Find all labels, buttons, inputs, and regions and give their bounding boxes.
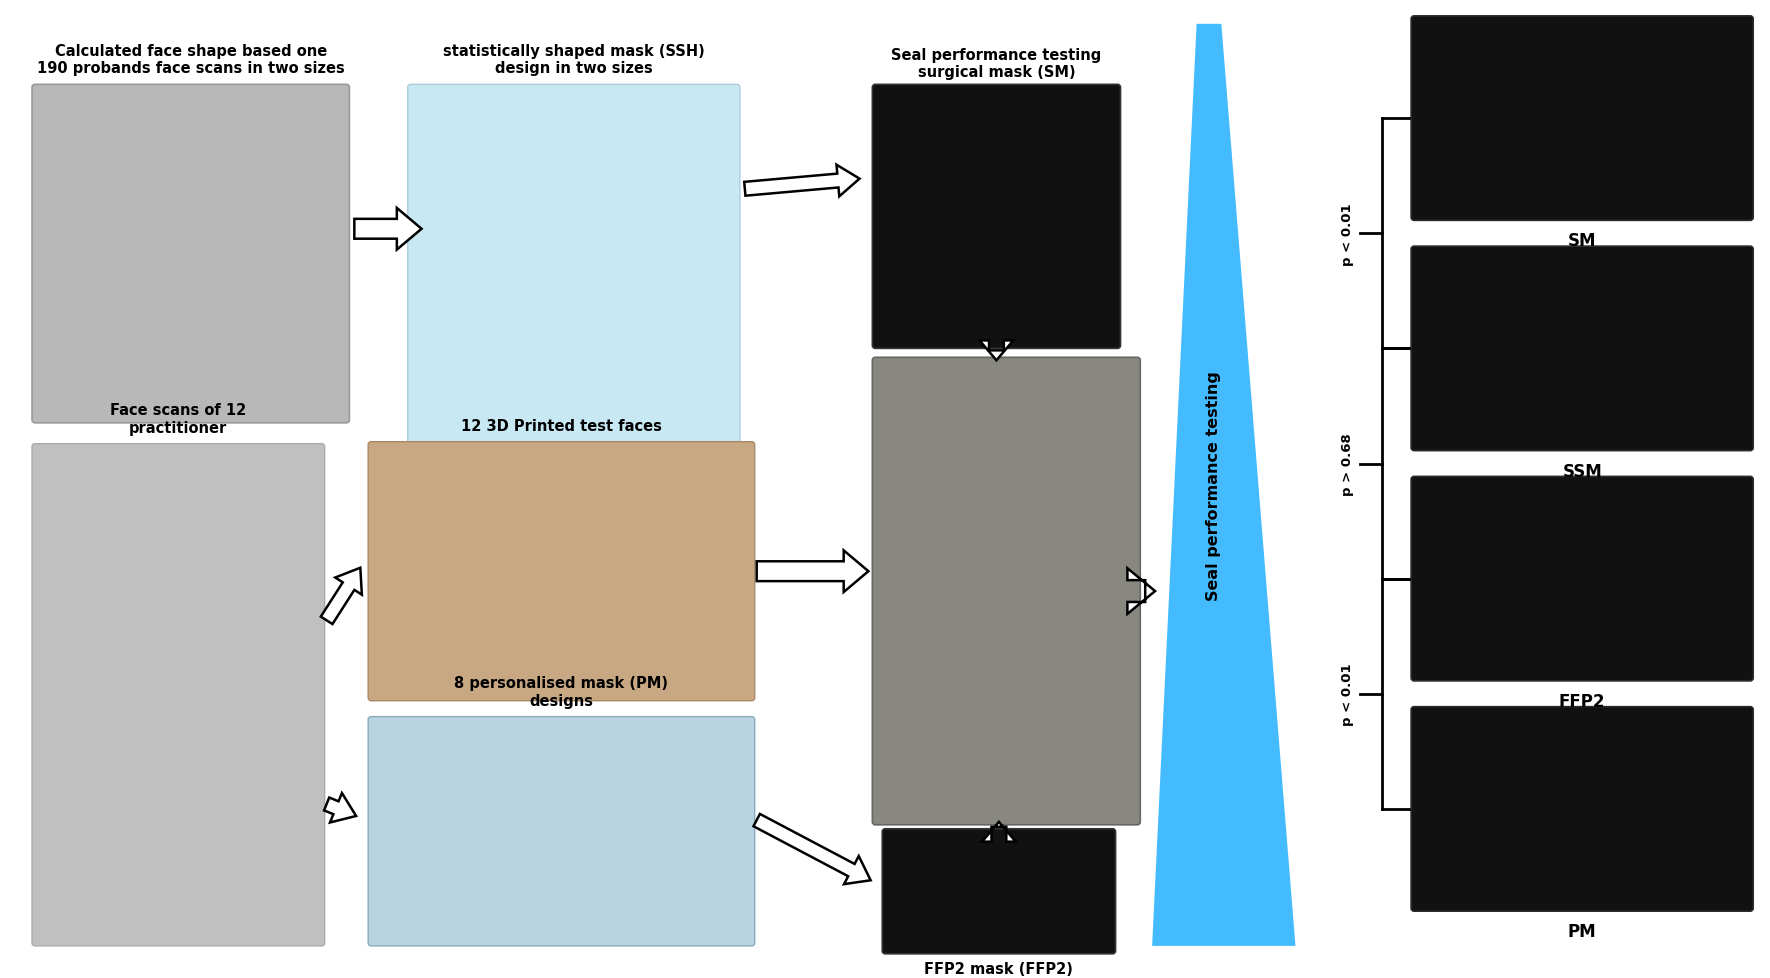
FancyArrow shape	[324, 793, 356, 822]
Text: SM: SM	[1568, 232, 1597, 250]
FancyBboxPatch shape	[32, 85, 349, 423]
FancyBboxPatch shape	[368, 442, 754, 701]
FancyArrow shape	[758, 551, 869, 593]
Text: statistically shaped mask (SSH)
design in two sizes: statistically shaped mask (SSH) design i…	[442, 44, 704, 76]
FancyBboxPatch shape	[407, 85, 740, 453]
FancyBboxPatch shape	[873, 358, 1140, 825]
Text: Seal performance testing: Seal performance testing	[1207, 371, 1221, 600]
FancyBboxPatch shape	[873, 85, 1120, 349]
FancyBboxPatch shape	[32, 444, 324, 946]
FancyBboxPatch shape	[1411, 246, 1754, 451]
Polygon shape	[1152, 24, 1296, 946]
FancyBboxPatch shape	[1411, 707, 1754, 911]
Text: SSM: SSM	[1563, 462, 1602, 480]
FancyBboxPatch shape	[1411, 477, 1754, 682]
Text: Face scans of 12
practitioner: Face scans of 12 practitioner	[110, 403, 246, 435]
FancyArrow shape	[754, 814, 871, 884]
Text: FFP2: FFP2	[1559, 692, 1605, 710]
Text: 8 personalised mask (PM)
designs: 8 personalised mask (PM) designs	[455, 676, 669, 708]
Text: p < 0.01: p < 0.01	[1342, 202, 1354, 265]
FancyArrow shape	[743, 165, 860, 198]
Text: p > 0.68: p > 0.68	[1342, 432, 1354, 496]
FancyBboxPatch shape	[368, 717, 754, 946]
FancyArrow shape	[979, 341, 1012, 361]
FancyArrow shape	[982, 822, 1016, 842]
FancyBboxPatch shape	[1411, 17, 1754, 221]
Text: Seal performance testing
surgical mask (SM): Seal performance testing surgical mask (…	[892, 48, 1101, 80]
FancyArrow shape	[354, 208, 421, 250]
Text: PM: PM	[1568, 922, 1597, 940]
Text: Calculated face shape based one
190 probands face scans in two sizes: Calculated face shape based one 190 prob…	[37, 44, 345, 76]
FancyBboxPatch shape	[881, 829, 1115, 954]
FancyArrow shape	[320, 568, 361, 624]
Text: p < 0.01: p < 0.01	[1342, 663, 1354, 726]
Text: FFP2 mask (FFP2): FFP2 mask (FFP2)	[924, 960, 1073, 976]
FancyArrow shape	[1127, 568, 1156, 614]
Text: 12 3D Printed test faces: 12 3D Printed test faces	[460, 419, 662, 433]
